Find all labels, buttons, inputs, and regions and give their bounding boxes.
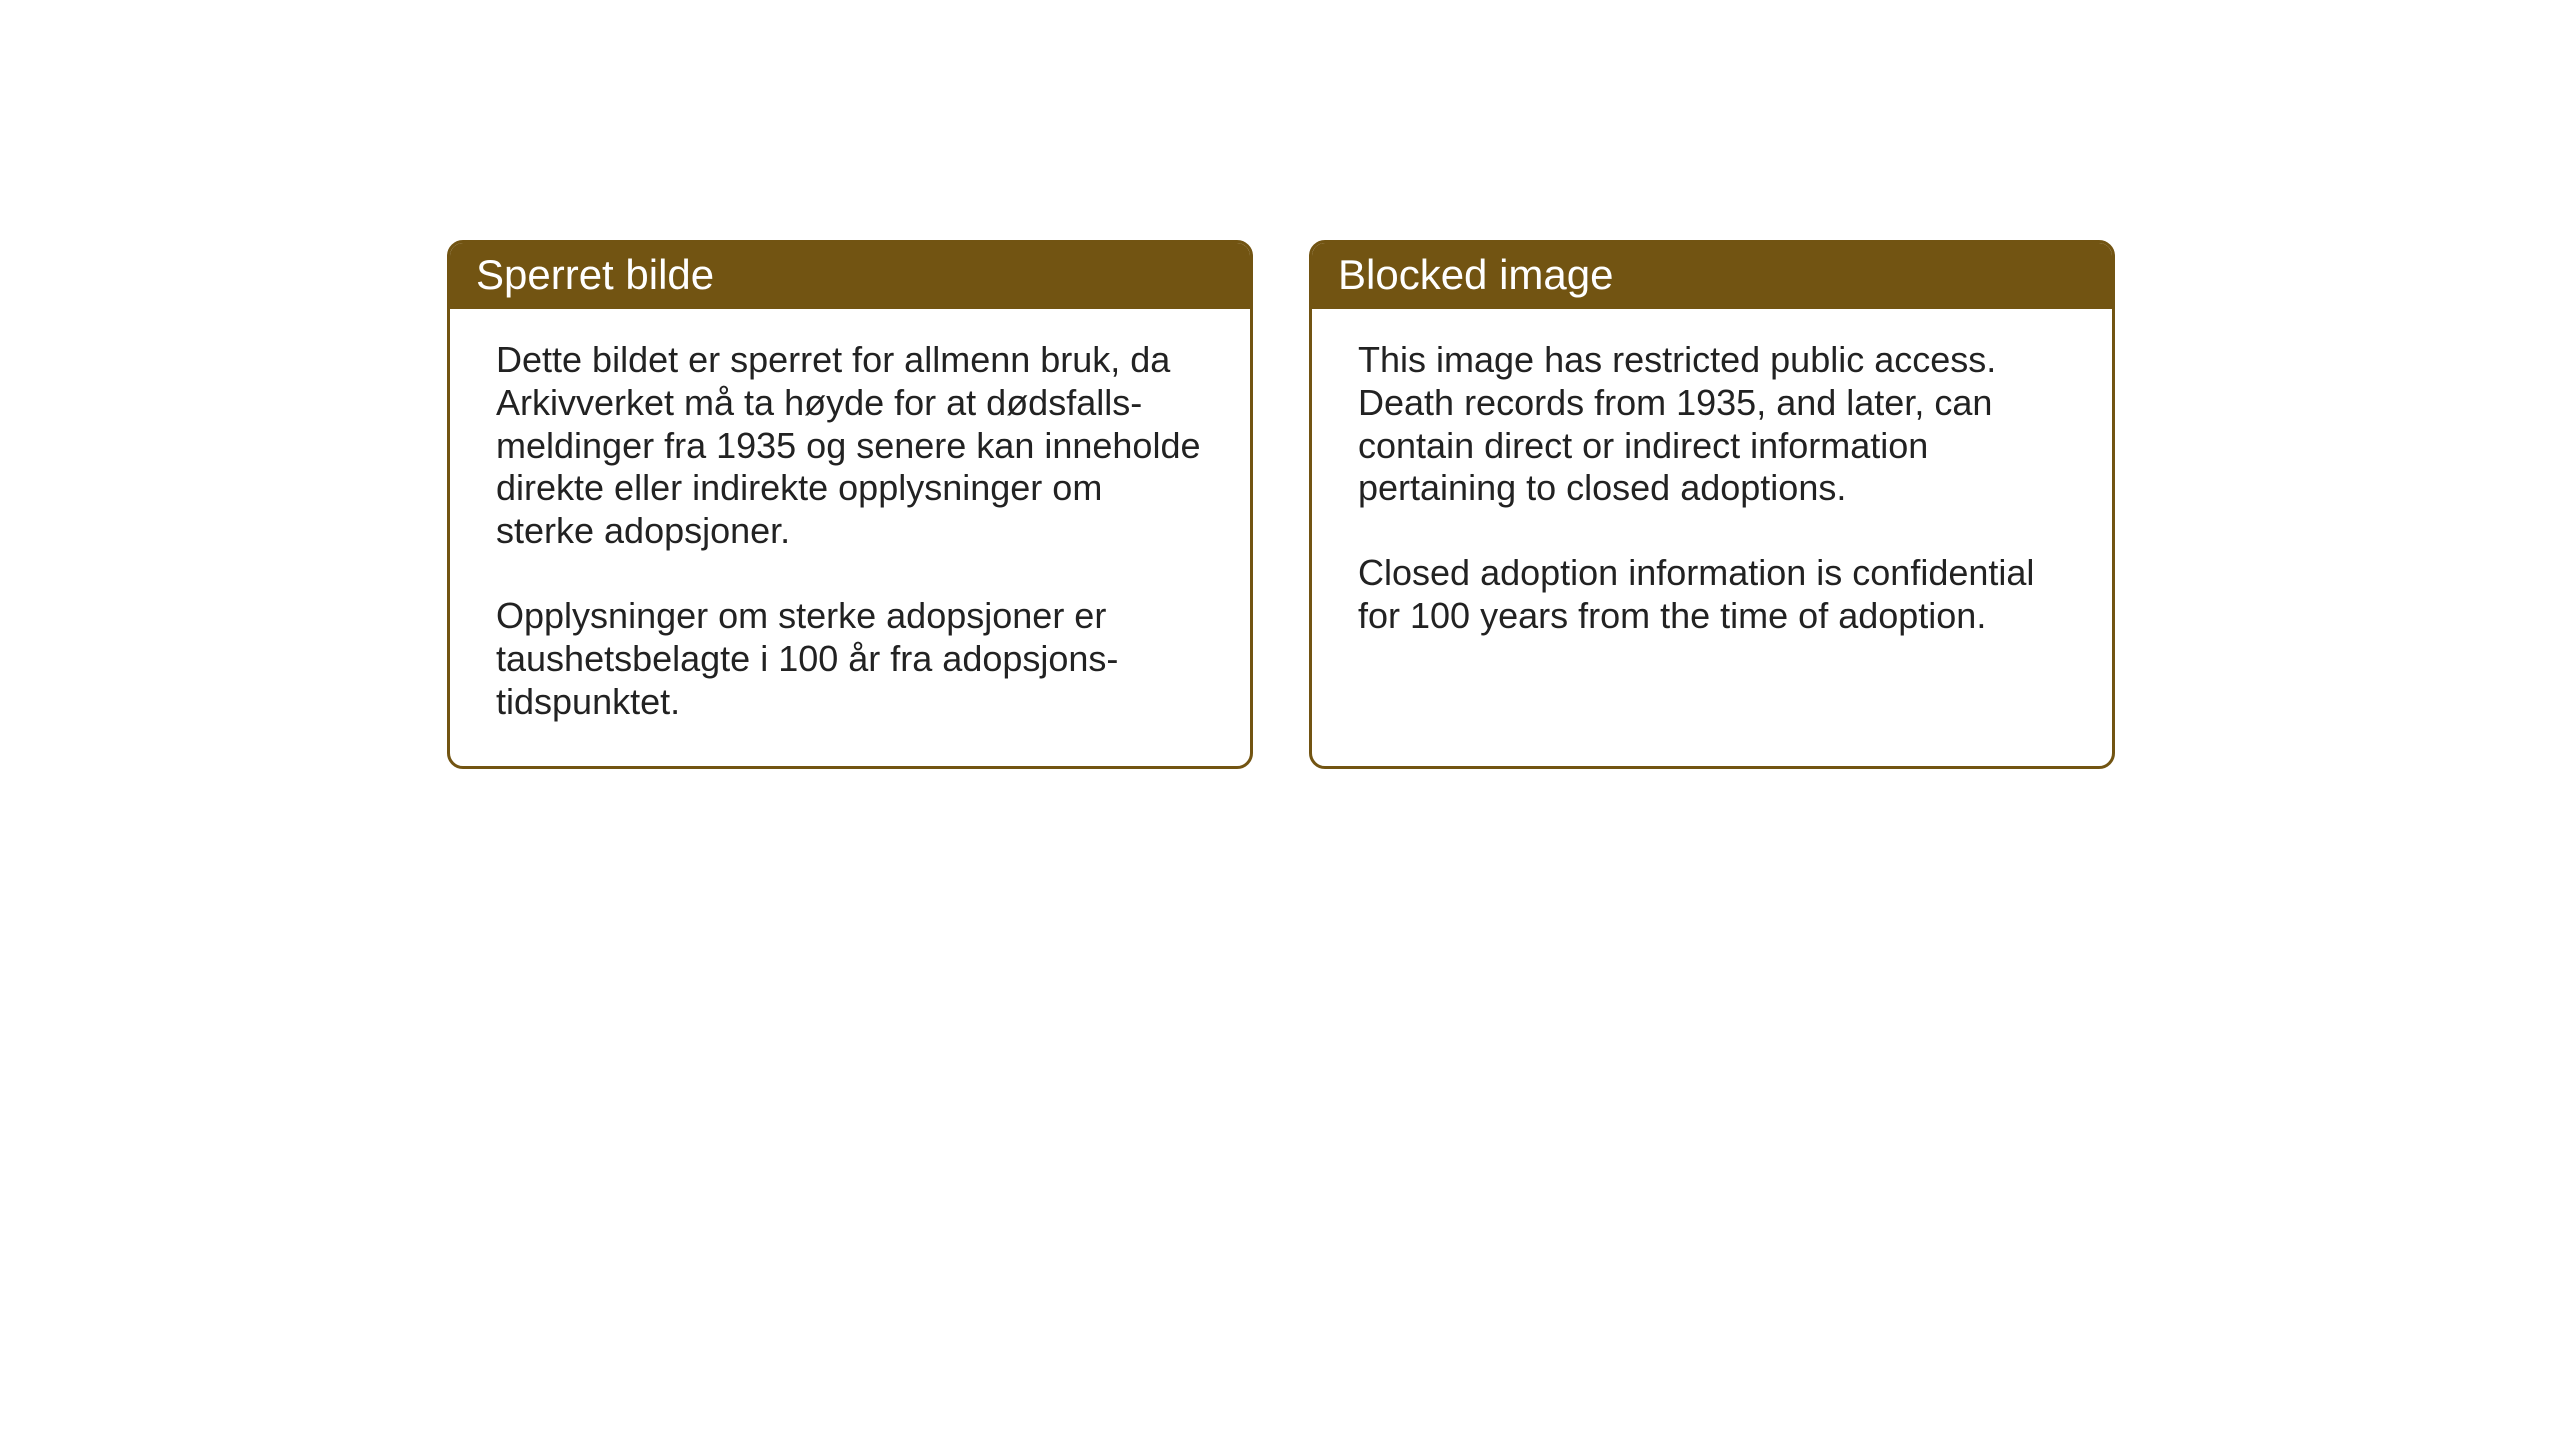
notice-header-english: Blocked image [1312,243,2112,309]
notice-container: Sperret bilde Dette bildet er sperret fo… [447,240,2115,769]
notice-body-english: This image has restricted public access.… [1312,309,2112,680]
notice-paragraph: Dette bildet er sperret for allmenn bruk… [496,339,1204,553]
notice-paragraph: This image has restricted public access.… [1358,339,2066,510]
notice-box-norwegian: Sperret bilde Dette bildet er sperret fo… [447,240,1253,769]
notice-paragraph: Closed adoption information is confident… [1358,552,2066,638]
notice-paragraph: Opplysninger om sterke adopsjoner er tau… [496,595,1204,723]
notice-header-norwegian: Sperret bilde [450,243,1250,309]
notice-box-english: Blocked image This image has restricted … [1309,240,2115,769]
notice-body-norwegian: Dette bildet er sperret for allmenn bruk… [450,309,1250,766]
